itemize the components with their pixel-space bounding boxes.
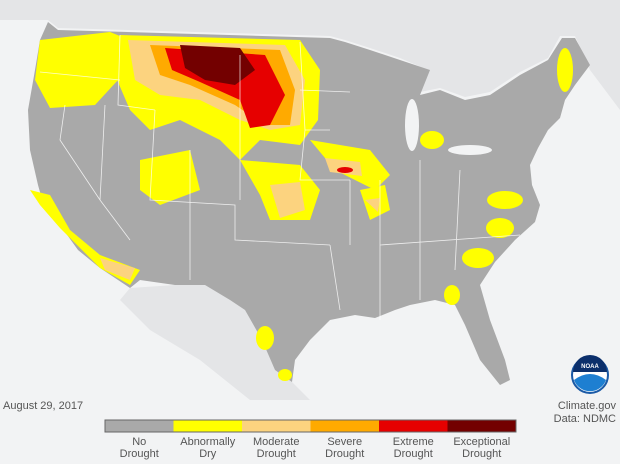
mexico [120, 285, 310, 400]
drought-patch [420, 131, 444, 149]
drought-patch [557, 48, 573, 92]
state-borders [39, 34, 521, 320]
legend: NoDroughtAbnormallyDryModerateDroughtSev… [104, 419, 517, 460]
drought-patch [30, 190, 140, 285]
legend-label: Abnormally [180, 436, 236, 448]
legend-label: Moderate [253, 436, 299, 448]
drought-patch [325, 158, 362, 176]
lake-michigan [405, 99, 419, 151]
lake-erie [448, 145, 492, 155]
canada [0, 0, 620, 110]
legend-swatch [173, 420, 242, 432]
drought-patch [100, 258, 135, 280]
drought-patch [337, 167, 353, 173]
legend-swatch [447, 420, 516, 432]
credit: Climate.gov [558, 400, 617, 412]
drought-patch [365, 198, 380, 212]
legend-label: Drought [257, 448, 296, 460]
drought-patch [270, 182, 305, 218]
drought-patch [278, 369, 292, 381]
legend-label: Drought [462, 448, 501, 460]
legend-label: Exceptional [453, 436, 510, 448]
legend-swatch [242, 420, 311, 432]
date: August 29, 2017 [3, 400, 83, 412]
legend-label: Drought [120, 448, 159, 460]
drought-patch [444, 285, 460, 305]
logo-text: NOAA [581, 364, 599, 370]
legend-label: No [132, 436, 146, 448]
drought-patch [140, 150, 200, 205]
legend-label: Dry [199, 448, 217, 460]
noaa-logo: NOAA [571, 355, 609, 394]
drought-patch [462, 248, 494, 268]
legend-swatch [105, 420, 174, 432]
drought-patch [35, 32, 130, 108]
legend-label: Extreme [393, 436, 434, 448]
legend-swatch [310, 420, 379, 432]
legend-label: Drought [325, 448, 364, 460]
legend-label: Drought [394, 448, 433, 460]
drought-patch [486, 218, 514, 238]
drought-areas [30, 32, 573, 381]
drought-patch [180, 45, 255, 85]
drought-patch [487, 191, 523, 209]
source: Data: NDMC [554, 413, 616, 425]
drought-patch [256, 326, 274, 350]
legend-frame [104, 419, 517, 433]
legend-label: Severe [327, 436, 362, 448]
legend-swatch [379, 420, 448, 432]
